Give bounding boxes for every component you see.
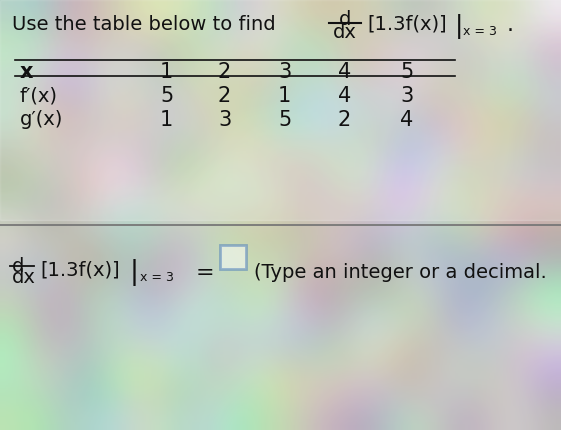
- Text: 5: 5: [160, 86, 173, 106]
- Text: d: d: [12, 257, 24, 276]
- Text: 4: 4: [338, 86, 351, 106]
- Text: 1: 1: [160, 110, 173, 130]
- Text: 5: 5: [400, 62, 413, 82]
- Text: x = 3: x = 3: [463, 25, 497, 38]
- Text: 1: 1: [278, 86, 291, 106]
- Text: Use the table below to find: Use the table below to find: [12, 15, 275, 34]
- Text: d: d: [339, 10, 351, 29]
- Text: 3: 3: [218, 110, 231, 130]
- Text: =: =: [196, 263, 215, 283]
- Text: 2: 2: [338, 110, 351, 130]
- Text: dx: dx: [12, 268, 36, 287]
- Text: [1.3f(x)]: [1.3f(x)]: [40, 261, 119, 280]
- Text: 3: 3: [278, 62, 291, 82]
- Text: 2: 2: [218, 86, 231, 106]
- FancyBboxPatch shape: [220, 245, 246, 269]
- Text: |: |: [455, 14, 463, 39]
- Text: f′(x): f′(x): [20, 86, 58, 105]
- Text: dx: dx: [333, 23, 357, 42]
- Text: |: |: [130, 259, 139, 286]
- Text: [1.3f(x)]: [1.3f(x)]: [367, 15, 447, 34]
- Bar: [0, 0, 561, 220]
- Text: g′(x): g′(x): [20, 110, 63, 129]
- Text: x: x: [20, 62, 34, 82]
- Text: (Type an integer or a decimal.: (Type an integer or a decimal.: [254, 263, 547, 282]
- Text: 3: 3: [400, 86, 413, 106]
- Text: 1: 1: [160, 62, 173, 82]
- Text: 4: 4: [400, 110, 413, 130]
- Text: 5: 5: [278, 110, 291, 130]
- Text: x = 3: x = 3: [140, 271, 174, 284]
- Text: 4: 4: [338, 62, 351, 82]
- Text: .: .: [507, 15, 514, 35]
- Text: 2: 2: [218, 62, 231, 82]
